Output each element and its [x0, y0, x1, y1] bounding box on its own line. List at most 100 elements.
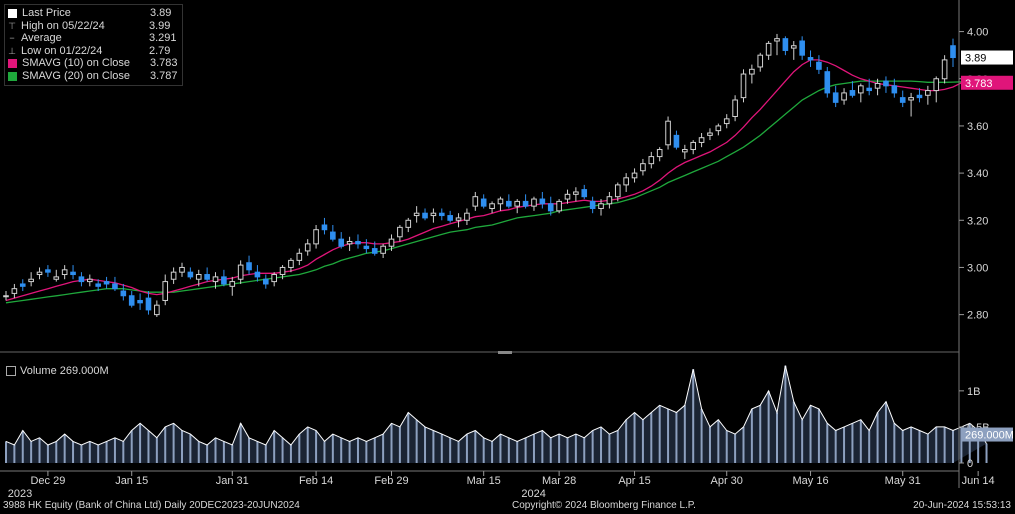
candle — [933, 76, 940, 103]
candle-body-up — [941, 59, 948, 80]
footer-copyright: Copyright© 2024 Bloomberg Finance L.P. — [512, 500, 696, 511]
candle — [120, 283, 127, 301]
volume-area — [6, 365, 987, 463]
volume-tick-label: 1B — [967, 386, 980, 398]
x-tick-label: Mar 28 — [542, 475, 576, 487]
x-tick-label: Apr 30 — [711, 475, 743, 487]
candle-body-down — [447, 215, 453, 221]
candle — [790, 41, 797, 60]
candle — [145, 291, 152, 315]
candle-body-up — [472, 196, 479, 207]
candle-body-down — [480, 198, 487, 207]
candle-body-down — [246, 262, 252, 271]
candle — [480, 194, 487, 209]
candle-body-up — [279, 266, 286, 276]
year-label: 2024 — [521, 488, 545, 500]
candle — [606, 191, 613, 209]
candle-body-down — [78, 276, 85, 283]
candle-body-down — [673, 134, 680, 148]
candle — [497, 196, 504, 211]
candle — [355, 234, 361, 249]
candle — [87, 274, 93, 287]
candle-body-up — [682, 149, 688, 153]
last-price-tag: 3.89 — [961, 50, 1013, 65]
candle-body-up — [556, 200, 562, 212]
candle — [849, 81, 856, 98]
candle — [648, 151, 655, 169]
candle — [338, 232, 345, 249]
candle — [346, 236, 353, 251]
candle-body-up — [313, 229, 319, 245]
candle — [296, 248, 303, 266]
candle — [103, 276, 110, 289]
candle — [70, 265, 76, 280]
candle — [422, 208, 428, 221]
candle-body-up — [304, 243, 311, 252]
candle — [908, 92, 914, 117]
candle-body-down — [103, 281, 110, 285]
legend-row-sma10: SMAVG (10) on Close 3.783 — [7, 57, 178, 70]
candle — [522, 194, 529, 209]
candle-body-up — [28, 278, 34, 283]
candle — [531, 196, 537, 211]
candle-body-up — [665, 120, 671, 146]
candle-body-up — [489, 203, 495, 209]
candle-body-up — [288, 259, 294, 268]
candle-body-down — [338, 238, 345, 247]
candle-body-up — [749, 68, 755, 75]
volume-value-tag-text: 269.000M — [965, 430, 1014, 442]
candle — [413, 206, 420, 223]
panel-divider-handle — [498, 351, 512, 354]
price-tick-label: 3.20 — [967, 215, 988, 227]
volume-value-tag: 269.000M — [961, 427, 1014, 442]
candle-body-down — [950, 45, 956, 59]
last-price-tag-text: 3.89 — [965, 53, 986, 65]
candle — [3, 291, 9, 301]
candle — [715, 123, 722, 136]
candle — [271, 272, 277, 287]
price-tick-label: 2.80 — [967, 310, 988, 322]
candle-body-up — [388, 238, 395, 247]
x-tick-label: Jan 31 — [216, 475, 249, 487]
candle — [807, 50, 814, 67]
candle — [841, 88, 847, 105]
candle-body-down — [45, 269, 51, 273]
candle — [262, 274, 269, 289]
candle-body-up — [229, 281, 236, 287]
candle-body-down — [95, 283, 101, 287]
candle — [279, 265, 286, 280]
candle — [757, 52, 764, 72]
price-tick-label: 3.60 — [967, 121, 988, 133]
green-square-icon — [8, 71, 17, 81]
candle — [899, 90, 906, 108]
candle-body-down — [120, 290, 127, 297]
candle-body-down — [112, 283, 118, 290]
candle — [614, 182, 621, 202]
x-tick-label: Apr 15 — [618, 475, 650, 487]
candle-body-down — [782, 38, 789, 51]
candle-body-down — [145, 297, 152, 311]
candle-body-up — [237, 264, 244, 280]
candle-body-down — [589, 200, 596, 209]
candle — [438, 208, 445, 221]
legend-row-high: ⊤ High on 05/22/24 3.99 — [8, 19, 171, 32]
candle — [237, 260, 244, 284]
candle-body-up — [715, 125, 722, 132]
candle — [128, 291, 135, 308]
price-tick-label: 3.00 — [967, 262, 988, 274]
volume-line — [5, 365, 987, 446]
candle-body-down — [137, 299, 143, 304]
high-marker-icon: ⊤ — [8, 20, 16, 31]
axes: 2.803.003.203.403.603.804.0000.5B1BDec 2… — [0, 0, 1014, 500]
candle-body-up — [631, 172, 638, 179]
candle — [765, 41, 772, 60]
candle — [506, 194, 512, 209]
candle-body-up — [61, 269, 68, 276]
candle-body-down — [506, 200, 512, 207]
candle — [229, 276, 236, 296]
candle — [656, 147, 663, 162]
candle-body-up — [195, 274, 202, 280]
candle — [204, 267, 210, 282]
candle-body-up — [606, 196, 613, 205]
candle-body-down — [849, 90, 856, 96]
